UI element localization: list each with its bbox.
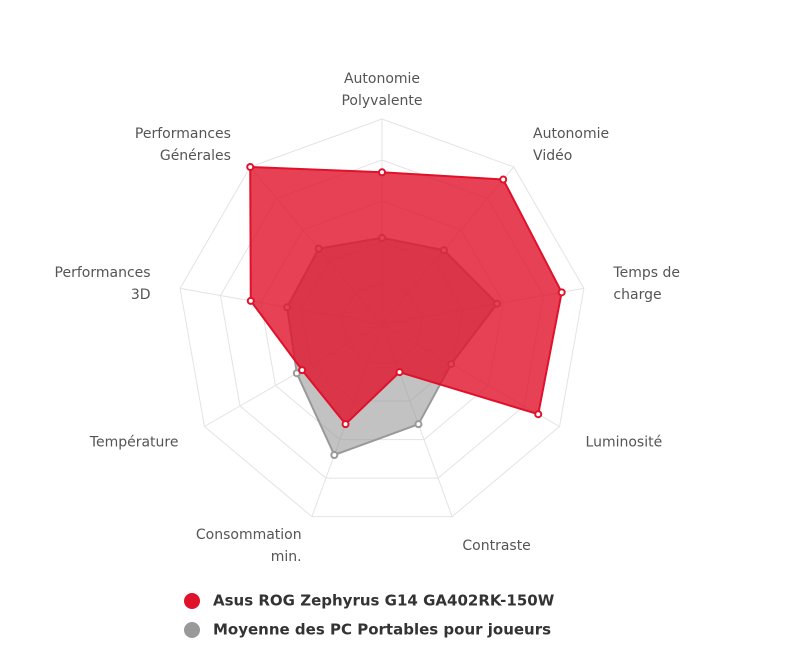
data-point (341, 420, 350, 429)
data-point (330, 450, 339, 459)
axis-label: Consommation min. (196, 527, 302, 565)
data-point (246, 162, 255, 171)
axis-label: Autonomie Vidéo (533, 126, 609, 164)
data-point (414, 420, 423, 429)
data-point (246, 296, 255, 305)
data-point (534, 410, 543, 419)
legend-label: Moyenne des PC Portables pour joueurs (213, 621, 551, 639)
axis-label: Température (89, 435, 179, 451)
grid-ring (179, 118, 585, 518)
axis-label: Autonomie Polyvalente (341, 71, 422, 109)
axis-label: Temps de charge (612, 265, 680, 303)
data-point (557, 288, 566, 297)
data-point (395, 368, 404, 377)
legend-label: Asus ROG Zephyrus G14 GA402RK-150W (213, 592, 555, 610)
data-point (378, 168, 386, 177)
data-point (499, 175, 508, 184)
legend-marker (184, 622, 200, 638)
series-area (249, 165, 563, 426)
axis-label: Performances Générales (135, 126, 231, 164)
axis-label: Performances 3D (55, 265, 151, 303)
axis-label: Luminosité (586, 435, 663, 451)
axis-label: Contraste (462, 538, 530, 554)
data-point (298, 366, 307, 375)
legend-marker (184, 593, 200, 609)
